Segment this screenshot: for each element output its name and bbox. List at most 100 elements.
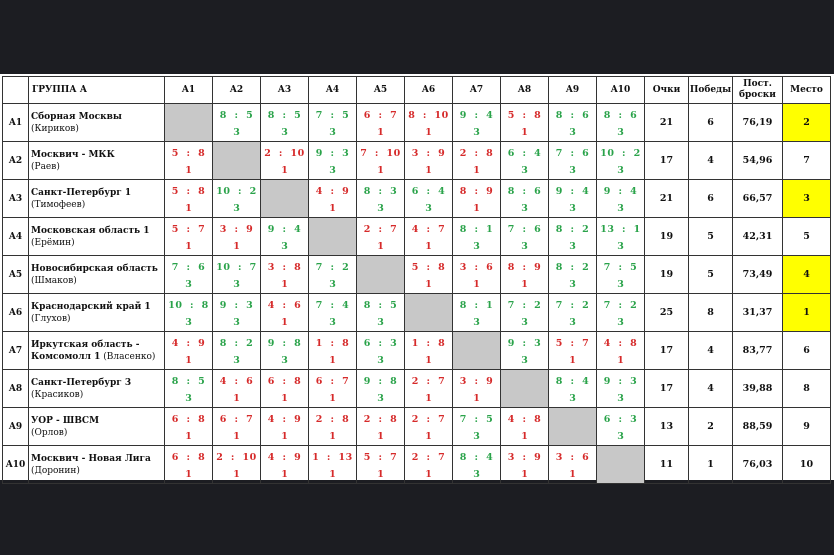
place-value: 1 (782, 293, 831, 332)
points-value: 19 (644, 255, 689, 294)
place-value: 10 (782, 445, 831, 484)
match-cell: 8 : 4 3 (548, 369, 597, 408)
wins-value: 2 (688, 407, 733, 446)
place-value: 9 (782, 407, 831, 446)
match-cell: 8 : 6 3 (500, 179, 549, 218)
match-points: 1 (473, 279, 480, 290)
team-coach: (Кириков) (31, 123, 79, 134)
match-score: 7 : 5 (315, 110, 350, 121)
match-score: 8 : 4 (459, 452, 494, 463)
wins-value: 1 (688, 445, 733, 484)
wins-value: 6 (688, 179, 733, 218)
match-cell: 8 : 1 3 (452, 217, 501, 256)
match-points: 1 (377, 431, 384, 442)
match-points: 3 (617, 279, 624, 290)
col-header: A7 (452, 76, 501, 104)
match-points: 1 (185, 241, 192, 252)
match-score: 10 : 7 (216, 262, 257, 273)
match-cell: 6 : 8 1 (164, 407, 213, 446)
match-points: 3 (377, 355, 384, 366)
team-cell: Московская область 1 (Ерёмин) (28, 217, 165, 256)
table-row: A2 Москвич - МКК (Раев) 5 : 8 1 2 : 10 1 9 : 3 3… (2, 141, 831, 180)
match-cell: 8 : 6 3 (548, 103, 597, 142)
match-points: 1 (377, 241, 384, 252)
team-coach: (Красиков) (31, 389, 84, 400)
match-score: 9 : 4 (555, 186, 590, 197)
match-score: 6 : 8 (171, 414, 206, 425)
team-cell: Краснодарский край 1 (Глухов) (28, 293, 165, 332)
col-header: A8 (500, 76, 549, 104)
team-cell: Санкт-Петербург 3 (Красиков) (28, 369, 165, 408)
match-points: 3 (329, 317, 336, 328)
match-points: 3 (473, 469, 480, 480)
match-score: 6 : 8 (171, 452, 206, 463)
match-points: 3 (617, 203, 624, 214)
match-cell: 2 : 7 1 (356, 217, 405, 256)
match-points: 3 (233, 127, 240, 138)
match-score: 8 : 2 (219, 338, 254, 349)
match-cell: 8 : 4 3 (452, 445, 501, 484)
team-name: Москвич - МКК (31, 149, 115, 160)
match-score: 6 : 4 (507, 148, 542, 159)
match-score: 5 : 7 (171, 224, 206, 235)
shots-value: 73,49 (732, 255, 783, 294)
wins-value: 8 (688, 293, 733, 332)
match-score: 1 : 8 (315, 338, 350, 349)
match-score: 3 : 9 (459, 376, 494, 387)
row-id: A5 (2, 255, 29, 294)
team-name: Москвич - Новая Лига (31, 453, 151, 464)
match-cell: 7 : 5 3 (596, 255, 645, 294)
self-match-cell (596, 445, 645, 484)
match-cell: 6 : 8 1 (164, 445, 213, 484)
match-cell: 9 : 8 3 (356, 369, 405, 408)
col-header: A4 (308, 76, 357, 104)
match-score: 5 : 7 (363, 452, 398, 463)
team-name: Краснодарский край 1 (31, 301, 151, 312)
points-value: 19 (644, 217, 689, 256)
match-score: 2 : 7 (363, 224, 398, 235)
match-cell: 3 : 6 1 (452, 255, 501, 294)
match-score: 9 : 3 (507, 338, 542, 349)
team-name: Новосибирская область (31, 263, 158, 274)
team-coach: (Ерёмин) (31, 237, 75, 248)
match-points: 3 (473, 241, 480, 252)
team-cell: Новосибирская область (Шмаков) (28, 255, 165, 294)
match-score: 2 : 7 (411, 376, 446, 387)
match-points: 1 (425, 279, 432, 290)
team-name: Иркутская область - (31, 339, 140, 350)
match-cell: 7 : 4 3 (308, 293, 357, 332)
match-cell: 9 : 8 3 (260, 331, 309, 370)
match-score: 6 : 4 (411, 186, 446, 197)
match-score: 10 : 8 (168, 300, 209, 311)
match-points: 3 (377, 317, 384, 328)
match-cell: 8 : 6 3 (596, 103, 645, 142)
col-header: A3 (260, 76, 309, 104)
match-score: 7 : 6 (555, 148, 590, 159)
match-cell: 8 : 2 3 (548, 255, 597, 294)
team-coach: (Орлов) (31, 427, 68, 438)
place-value: 5 (782, 217, 831, 256)
match-score: 8 : 1 (459, 300, 494, 311)
match-score: 7 : 4 (315, 300, 350, 311)
match-points: 1 (569, 355, 576, 366)
match-cell: 9 : 4 3 (548, 179, 597, 218)
match-score: 7 : 2 (315, 262, 350, 273)
match-score: 7 : 6 (171, 262, 206, 273)
team-name: УОР - ШВСМ (31, 415, 100, 426)
match-cell: 7 : 2 3 (596, 293, 645, 332)
match-points: 3 (521, 355, 528, 366)
match-points: 3 (569, 393, 576, 404)
match-points: 3 (617, 431, 624, 442)
match-points: 1 (329, 469, 336, 480)
wins-value: 5 (688, 217, 733, 256)
row-id: A2 (2, 141, 29, 180)
match-points: 1 (329, 203, 336, 214)
match-score: 5 : 7 (555, 338, 590, 349)
match-cell: 8 : 5 3 (260, 103, 309, 142)
match-cell: 2 : 8 1 (356, 407, 405, 446)
match-score: 9 : 4 (459, 110, 494, 121)
match-cell: 7 : 6 3 (500, 217, 549, 256)
match-score: 7 : 6 (507, 224, 542, 235)
